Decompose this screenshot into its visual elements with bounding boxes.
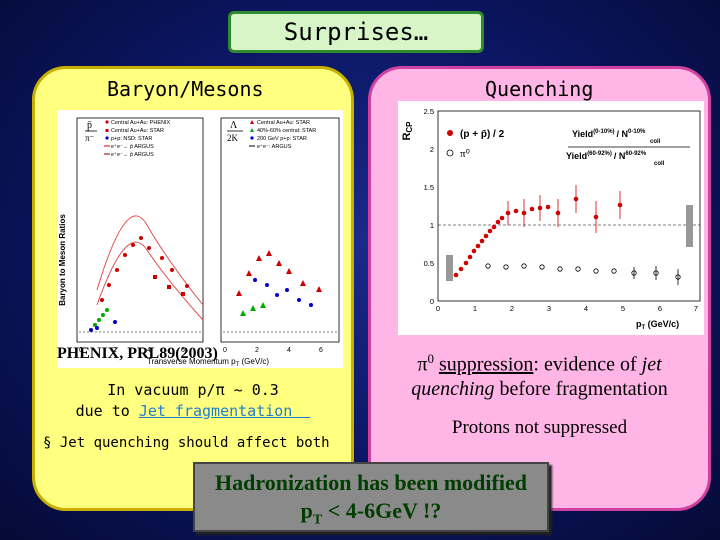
link-underline-pad	[292, 402, 310, 420]
left-band-lower	[96, 241, 204, 321]
citation: PHENIX, PRL89(2003)	[57, 345, 218, 362]
xtick: 2	[113, 347, 117, 354]
syst-bar-left	[446, 255, 453, 281]
pt-p: p	[300, 498, 313, 523]
rcp-svg: RCP 2.5 2 1.5 1 0.5 0 (p + p̄) / 2 π⁰ Yi…	[401, 107, 701, 331]
legend-pp-marker	[447, 130, 453, 136]
ratio1-numerator: p̄	[87, 120, 92, 131]
legend-pp: (p + p̄) / 2	[460, 129, 505, 140]
left-data-red	[100, 236, 189, 302]
ytick: 2	[430, 145, 434, 154]
quenching-panel: Quenching RCP 2.5 2 1.5 1 0.5 0 (p + p̄)…	[368, 66, 711, 511]
right-data-blue	[240, 278, 313, 316]
ytick: 1	[430, 221, 434, 230]
xtick: 5	[621, 304, 625, 313]
legend2-item: 40%-60% central: STAR	[257, 128, 316, 134]
pi-superscript: 0	[427, 351, 434, 366]
fragmentation-prefix: due to	[75, 402, 139, 420]
quenching-word: quenching	[411, 377, 495, 400]
left-panel-title: Baryon/Mesons	[107, 77, 264, 101]
left-subplot-frame	[76, 117, 204, 343]
xtick: 3	[547, 304, 551, 313]
xtick: 0	[436, 304, 440, 313]
rcp-ylabel: RCP	[401, 121, 414, 141]
legend1-item: e⁺e⁻→ p̄ ARGUS	[111, 151, 154, 158]
legend2-item: Central Au+Au: STAR	[257, 120, 310, 126]
left-legend: Central Au+Au: PHENIX Central Au+Au: STA…	[104, 120, 170, 158]
ratio2-denominator: 2K	[227, 133, 239, 143]
ytick: 0.5	[424, 259, 434, 268]
hadronization-line1: Hadronization has been modified	[215, 470, 527, 495]
ncoll-top-sub: coll	[650, 139, 661, 145]
baryon-meson-panel: Baryon/Mesons Baryon to Meson Ratios p̄ …	[32, 66, 354, 511]
left-data-green	[89, 308, 117, 332]
baryon-meson-plot: Baryon to Meson Ratios p̄ π⁻ Λ 2K Centra…	[57, 110, 343, 368]
ncoll-bottom-sub: coll	[654, 161, 665, 167]
hadronization-line2: pT < 4-6GeV !?	[195, 497, 547, 534]
jet-fragmentation-link[interactable]: Jet fragmentation	[138, 402, 293, 420]
legend1-item: p+p: NSD: STAR	[111, 136, 152, 142]
pi-symbol: π	[417, 353, 428, 376]
yield-ratio: Yield(0-10%) / N0-10% coll Yield(60-92%) /…	[566, 129, 690, 167]
rcp-xticks: 0 1 2 3 4 5 6 7	[436, 304, 698, 313]
xtick: 0	[223, 347, 227, 354]
xtick: 2	[510, 304, 514, 313]
pt-rest: < 4-6GeV !?	[322, 498, 442, 523]
right-legend: Central Au+Au: STAR 40%-60% central: STA…	[249, 120, 316, 150]
xtick: 4	[584, 304, 588, 313]
fragmentation-note: due to Jet fragmentation	[35, 402, 351, 420]
legend2-item: e⁺e⁻: ARGUS	[257, 143, 292, 150]
left-xticks: 0 2 4 6 0 2 4 6	[79, 347, 323, 354]
left-plot-ylabel: Baryon to Meson Ratios	[58, 214, 67, 306]
legend1-item: e⁺e⁻→ p̄ ARGUS	[111, 143, 154, 150]
svg-text:Yield(0-10%)/ N0-10%: Yield(0-10%) / N0-10%	[572, 129, 646, 139]
ytick: 1.5	[424, 183, 434, 192]
legend2-item: 200 GeV p+p: STAR	[257, 136, 307, 142]
right-panel-title: Quenching	[485, 77, 594, 101]
svg-text:Yield(60-92%)/ N60-92%: Yield(60-92%) / N60-92%	[566, 151, 647, 161]
xtick: 6	[658, 304, 662, 313]
left-plot-xlabel: Transverse Momentum pT (GeV/c)	[147, 357, 269, 368]
ytick: 0	[430, 297, 434, 306]
legend-pi0: π⁰	[460, 148, 471, 160]
fragmentation-rest: before fragmentation	[494, 377, 668, 400]
suppression-text: π0 suppression: evidence of jet quenchin…	[371, 347, 708, 401]
rcp-frame	[437, 110, 701, 302]
legend1-item: Central Au+Au: PHENIX	[111, 120, 170, 126]
vacuum-note: In vacuum p/π ~ 0.3	[107, 381, 279, 399]
suppression-word: suppression	[438, 353, 534, 376]
proton-errorbars	[507, 185, 621, 233]
hadronization-callout: Hadronization has been modified pT < 4-6…	[193, 462, 549, 532]
xtick: 4	[287, 347, 291, 354]
jet-quenching-bullet: § Jet quenching should affect both	[43, 435, 330, 451]
proton-points	[453, 196, 623, 278]
pi0-points	[485, 263, 681, 285]
ratio2-numerator: Λ	[230, 120, 238, 131]
protons-note: Protons not suppressed	[451, 417, 628, 438]
jet-word: jet	[641, 353, 662, 376]
right-subplot-frame	[220, 117, 340, 343]
rcp-plot: RCP 2.5 2 1.5 1 0.5 0 (p + p̄) / 2 π⁰ Yi…	[398, 101, 704, 335]
xtick: 1	[473, 304, 477, 313]
xtick: 0	[79, 347, 83, 354]
xtick: 7	[694, 304, 698, 313]
right-data-red	[236, 250, 322, 296]
left-band-upper	[96, 215, 204, 306]
slide-title: Surprises…	[228, 11, 484, 53]
pt-sub: T	[312, 512, 323, 528]
syst-bar-right	[686, 205, 693, 247]
legend-pi0-marker	[446, 149, 454, 157]
xtick: 6	[181, 347, 185, 354]
ytick: 2.5	[424, 107, 434, 116]
xtick: 2	[255, 347, 259, 354]
xtick: 6	[319, 347, 323, 354]
legend1-item: Central Au+Au: STAR	[111, 128, 164, 134]
suppression-rest: : evidence of	[533, 353, 642, 376]
xtick: 4	[147, 347, 151, 354]
rcp-yticks: 2.5 2 1.5 1 0.5 0	[424, 107, 434, 306]
rcp-xlabel: pT (GeV/c)	[636, 319, 679, 331]
baryon-meson-svg: Baryon to Meson Ratios p̄ π⁻ Λ 2K Centra…	[58, 117, 340, 368]
ratio1-denominator: π⁻	[85, 133, 95, 143]
